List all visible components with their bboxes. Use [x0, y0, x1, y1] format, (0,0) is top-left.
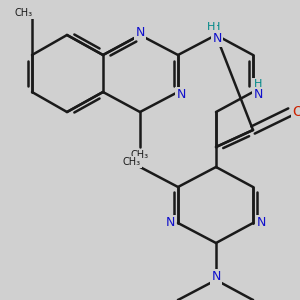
- Text: N: N: [165, 217, 175, 230]
- Text: CH₃: CH₃: [131, 150, 149, 160]
- Text: O: O: [292, 105, 300, 119]
- Text: N: N: [256, 217, 266, 230]
- Text: H: H: [212, 22, 220, 32]
- Text: N: N: [211, 271, 221, 284]
- Text: N: N: [253, 88, 263, 101]
- Text: N: N: [212, 32, 222, 46]
- Text: N: N: [135, 26, 145, 38]
- Text: H: H: [207, 22, 215, 32]
- Text: N: N: [176, 88, 186, 101]
- Text: CH₃: CH₃: [15, 8, 33, 18]
- Text: H: H: [254, 79, 262, 89]
- Text: CH₃: CH₃: [123, 157, 141, 167]
